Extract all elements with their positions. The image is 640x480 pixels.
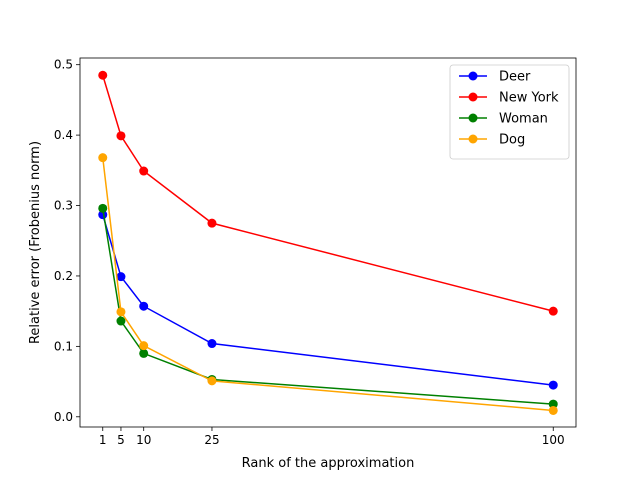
y-tick-label: 0.2 [54, 269, 73, 283]
legend-marker [468, 71, 478, 81]
plot-frame [79, 57, 577, 428]
x-tick-label: 1 [99, 433, 107, 447]
legend-item-woman: Woman [459, 112, 548, 127]
y-tick-label: 0.4 [54, 128, 73, 142]
data-point-woman [116, 316, 126, 326]
y-tick-label: 0.0 [54, 410, 73, 424]
data-point-woman [548, 399, 558, 409]
y-tick-label: 0.3 [54, 199, 73, 213]
data-point-dog [116, 307, 126, 317]
data-point-new-york [98, 70, 108, 80]
data-point-deer [116, 272, 126, 282]
y-axis: 0.0 0.1 0.2 0.3 0.4 0.5 [54, 58, 80, 424]
x-tick-label: 25 [204, 433, 219, 447]
legend-label: Woman [499, 112, 548, 127]
data-point-deer [139, 301, 149, 311]
legend-marker [468, 113, 478, 123]
legend-item-new-york: New York [459, 91, 559, 106]
y-tick-label: 0.1 [54, 339, 73, 353]
data-point-deer [98, 210, 108, 220]
x-axis-label: Rank of the approximation [242, 456, 415, 471]
data-point-new-york [207, 218, 217, 228]
series-new-york [98, 70, 558, 316]
legend-marker [468, 134, 478, 144]
x-tick-label: 5 [117, 433, 125, 447]
data-point-dog [548, 405, 558, 415]
x-tick-label: 10 [136, 433, 151, 447]
data-point-new-york [548, 306, 558, 316]
legend-label: Deer [499, 70, 531, 85]
legend-marker [468, 92, 478, 102]
legend-item-dog: Dog [459, 133, 525, 148]
data-point-new-york [116, 131, 126, 141]
legend-box [449, 64, 570, 160]
x-tick-label: 100 [542, 433, 565, 447]
data-point-woman [139, 348, 149, 358]
data-point-dog [98, 153, 108, 163]
series-dog [98, 153, 558, 415]
data-point-dog [207, 376, 217, 386]
legend-item-deer: Deer [459, 70, 531, 85]
legend: Deer New York Woman Dog [449, 64, 570, 160]
x-axis: 1 5 10 25 100 [99, 427, 565, 447]
y-tick-label: 0.5 [54, 58, 73, 72]
data-point-deer [548, 380, 558, 390]
series-layer [98, 70, 558, 415]
data-point-woman [98, 203, 108, 213]
y-axis-label: Relative error (Frobenius norm) [28, 141, 43, 344]
legend-label: Dog [499, 133, 525, 148]
data-point-new-york [139, 166, 149, 176]
data-point-dog [139, 341, 149, 351]
data-point-deer [207, 339, 217, 349]
legend-label: New York [499, 91, 559, 106]
